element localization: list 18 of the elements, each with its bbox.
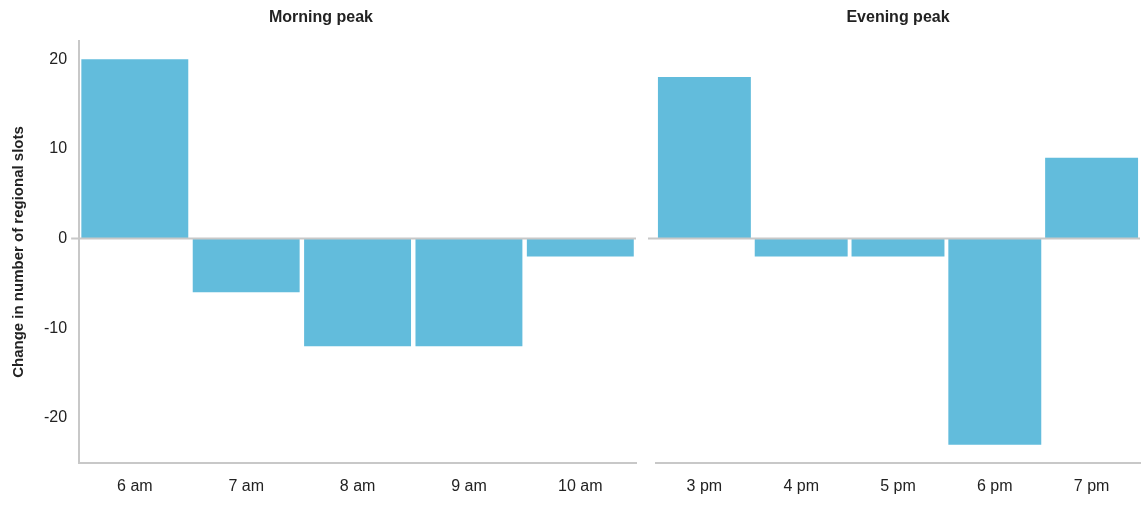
x-tick-label: 8 am <box>339 476 376 494</box>
x-tick-label: 9 am <box>451 476 487 494</box>
x-tick-label: 6 pm <box>977 476 1013 494</box>
x-tick-label: 7 pm <box>1073 476 1110 494</box>
x-tick-label: 5 pm <box>880 476 916 494</box>
x-tick-label: 10 am <box>558 476 603 494</box>
x-tick-label: 7 am <box>228 476 264 494</box>
x-tick-label: 6 am <box>117 476 153 494</box>
x-tick-label: 3 pm <box>686 476 723 494</box>
y-tick-label: 10 <box>49 139 68 157</box>
y-axis-title: Change in number of regional slots <box>9 126 27 378</box>
y-tick-label: -10 <box>44 318 68 336</box>
y-tick-label: 20 <box>49 49 68 67</box>
chart-title: Evening peak <box>846 8 950 26</box>
y-tick-label: 0 <box>58 228 68 246</box>
x-tick-label: 4 pm <box>783 476 819 494</box>
y-tick-label: -20 <box>44 408 68 426</box>
chart-title: Morning peak <box>268 8 374 26</box>
